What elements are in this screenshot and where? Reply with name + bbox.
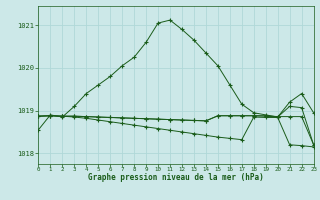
X-axis label: Graphe pression niveau de la mer (hPa): Graphe pression niveau de la mer (hPa)	[88, 173, 264, 182]
